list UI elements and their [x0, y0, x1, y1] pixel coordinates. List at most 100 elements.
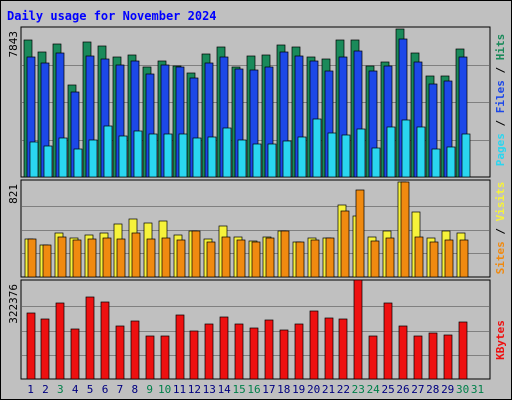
- legend-3: KBytes: [494, 320, 507, 360]
- sites-bar-day-1: [27, 238, 37, 278]
- kbytes-bar-day-7: [115, 325, 125, 380]
- pages-bar-day-30: [461, 133, 471, 178]
- sites-bar-day-9: [146, 238, 156, 278]
- pages-bar-day-11: [178, 133, 188, 178]
- day-label-13: 13: [203, 383, 216, 396]
- pages-bar-day-5: [88, 139, 98, 178]
- kbytes-bar-day-5: [85, 296, 95, 380]
- pages-bar-day-23: [356, 128, 366, 178]
- day-label-18: 18: [277, 383, 290, 396]
- kbytes-bar-day-18: [279, 329, 289, 380]
- sites-bar-day-17: [265, 237, 275, 278]
- kbytes-bar-day-22: [338, 318, 348, 380]
- sites-bar-day-20: [310, 239, 320, 278]
- kbytes-bar-day-23: [353, 279, 363, 380]
- day-label-8: 8: [131, 383, 138, 396]
- kbytes-bar-day-19: [294, 323, 304, 380]
- kbytes-bar-day-1: [26, 312, 36, 380]
- kbytes-bar-day-9: [145, 335, 155, 380]
- day-label-6: 6: [102, 383, 109, 396]
- sites-bar-day-26: [400, 181, 410, 278]
- pages-bar-day-2: [43, 145, 53, 178]
- sites-bar-day-29: [444, 239, 454, 278]
- kbytes-bar-day-29: [443, 334, 453, 380]
- sites-bar-day-24: [370, 240, 380, 278]
- pages-bar-day-28: [431, 148, 441, 178]
- day-label-23: 23: [352, 383, 365, 396]
- kbytes-bar-day-4: [70, 328, 80, 380]
- sites-bar-day-2: [42, 244, 52, 278]
- day-label-29: 29: [441, 383, 454, 396]
- day-label-17: 17: [262, 383, 275, 396]
- day-label-15: 15: [232, 383, 245, 396]
- day-label-19: 19: [292, 383, 305, 396]
- pages-bar-day-17: [267, 143, 277, 178]
- pages-bar-day-19: [297, 136, 307, 178]
- sites-bar-day-14: [221, 236, 231, 278]
- sites-bar-day-13: [206, 241, 216, 278]
- kbytes-bar-day-20: [309, 310, 319, 380]
- sites-bar-day-6: [102, 237, 112, 278]
- sites-bar-day-5: [87, 238, 97, 278]
- sites-bar-day-16: [251, 241, 261, 278]
- sites-bar-day-4: [72, 239, 82, 278]
- kbytes-bar-day-17: [264, 319, 274, 380]
- sites-bar-day-23: [355, 189, 365, 278]
- kbytes-bar-day-3: [55, 302, 65, 380]
- pages-bar-day-25: [386, 126, 396, 178]
- pages-bar-day-9: [148, 133, 158, 178]
- sites-bar-day-18: [280, 230, 290, 278]
- kbytes-bar-day-30: [458, 321, 468, 380]
- day-label-25: 25: [381, 383, 394, 396]
- day-label-22: 22: [337, 383, 350, 396]
- kbytes-bar-day-15: [234, 323, 244, 380]
- legend-separator: /: [494, 113, 507, 133]
- chart-title: Daily usage for November 2024: [7, 9, 217, 23]
- pages-bar-day-24: [371, 147, 381, 178]
- kbytes-bar-day-13: [204, 323, 214, 380]
- kbytes-bar-day-11: [175, 314, 185, 380]
- day-label-14: 14: [218, 383, 232, 396]
- sites-bar-day-30: [459, 239, 469, 278]
- pages-bar-day-21: [327, 132, 337, 178]
- day-label-20: 20: [307, 383, 320, 396]
- sites-bar-day-3: [57, 236, 67, 278]
- legend-item-hits: Hits: [494, 34, 507, 61]
- sites-bar-day-19: [295, 241, 305, 278]
- day-label-24: 24: [367, 383, 381, 396]
- pages-bar-day-7: [118, 135, 128, 178]
- pages-bar-day-26: [401, 119, 411, 178]
- pages-bar-day-27: [416, 126, 426, 178]
- legend-separator: /: [494, 60, 507, 80]
- legend-separator: /: [494, 221, 507, 241]
- day-label-12: 12: [188, 383, 201, 396]
- day-label-11: 11: [173, 383, 186, 396]
- day-label-10: 10: [158, 383, 171, 396]
- sites-bar-day-15: [236, 239, 246, 278]
- pages-bar-day-3: [58, 137, 68, 178]
- pages-bar-day-18: [282, 140, 292, 178]
- day-label-31: 31: [471, 383, 484, 396]
- kbytes-bar-day-28: [428, 332, 438, 380]
- pages-bar-day-4: [73, 148, 83, 178]
- legend-item-pages: Pages: [494, 133, 507, 166]
- legend-item-sites: Sites: [494, 241, 507, 274]
- pages-bar-day-12: [192, 137, 202, 178]
- kbytes-bar-day-24: [368, 335, 378, 380]
- sites-bar-day-25: [385, 237, 395, 278]
- sites-bar-day-11: [176, 239, 186, 278]
- sites-bar-day-27: [414, 236, 424, 278]
- kbytes-bar-day-14: [219, 316, 229, 380]
- day-label-30: 30: [456, 383, 469, 396]
- legend-item-kbytes: KBytes: [494, 320, 507, 360]
- pages-bar-day-22: [341, 134, 351, 178]
- pages-bar-day-16: [252, 143, 262, 178]
- sites-bar-day-7: [116, 238, 126, 278]
- day-label-16: 16: [247, 383, 260, 396]
- day-label-5: 5: [87, 383, 94, 396]
- pages-bar-day-15: [237, 139, 247, 178]
- day-label-3: 3: [57, 383, 64, 396]
- panel-1-ymax-label: 7843: [7, 31, 20, 58]
- pages-bar-day-13: [207, 136, 217, 178]
